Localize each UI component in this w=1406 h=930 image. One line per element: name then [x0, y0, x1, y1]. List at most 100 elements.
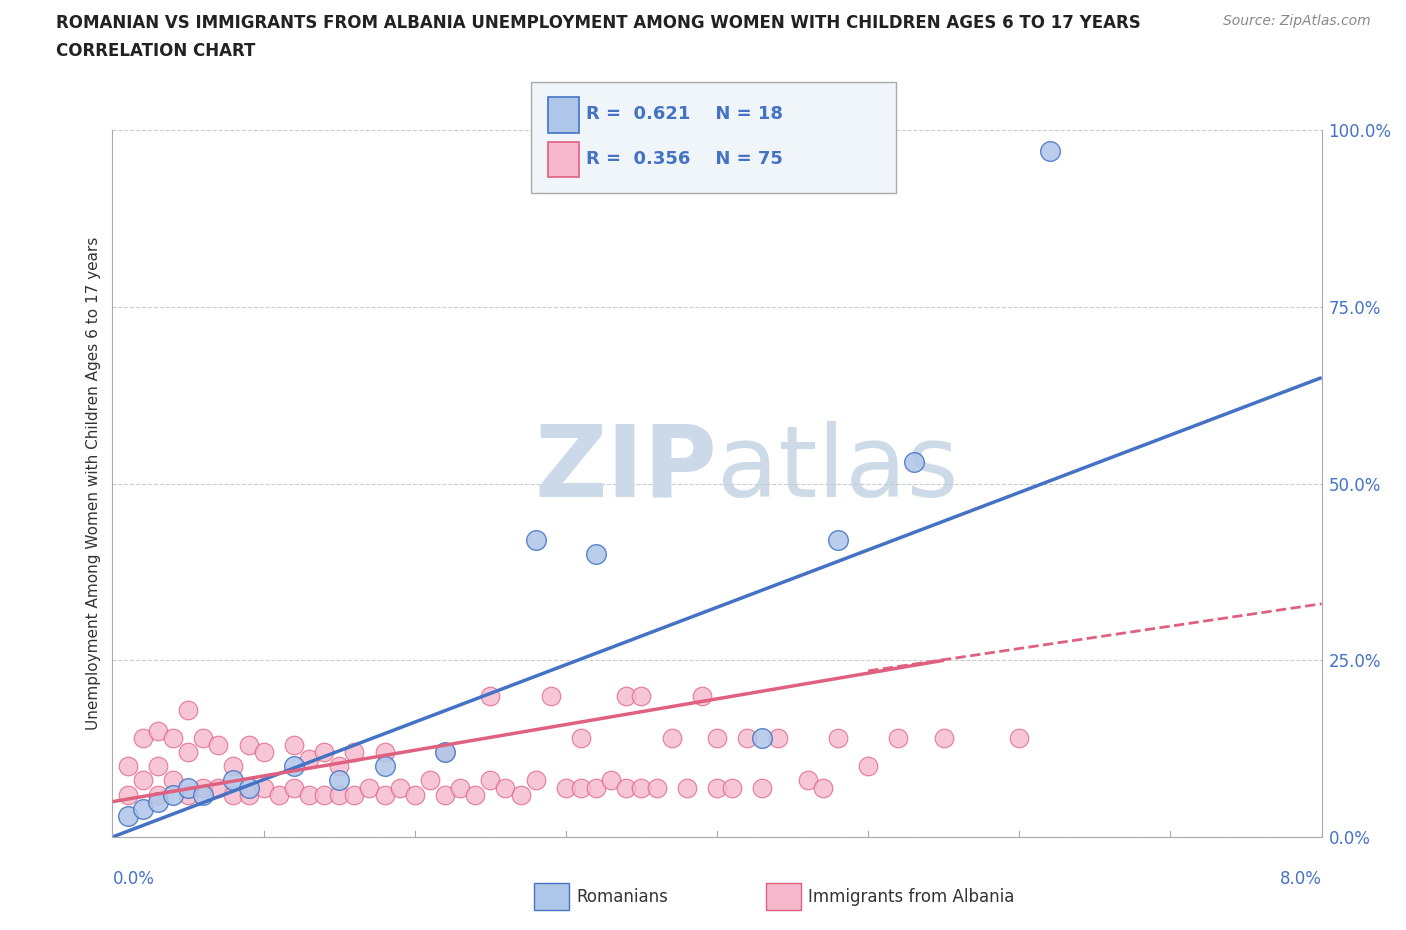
Point [222, 773, 245, 788]
Text: CORRELATION CHART: CORRELATION CHART [56, 42, 256, 60]
Point [373, 745, 396, 760]
Point [585, 547, 607, 562]
Point [737, 731, 759, 746]
Point [191, 787, 215, 802]
Text: Source: ZipAtlas.com: Source: ZipAtlas.com [1223, 14, 1371, 28]
Point [162, 773, 184, 788]
Point [661, 731, 683, 746]
Point [177, 745, 200, 760]
Point [283, 759, 305, 774]
Text: Romanians: Romanians [576, 888, 668, 907]
Point [238, 787, 260, 802]
Point [146, 787, 169, 802]
Point [630, 780, 652, 795]
Point [404, 787, 426, 802]
Point [117, 787, 139, 802]
Point [509, 787, 531, 802]
Point [616, 780, 638, 795]
Point [706, 780, 728, 795]
Point [449, 780, 471, 795]
Point [419, 773, 441, 788]
Point [267, 787, 290, 802]
Point [328, 787, 350, 802]
Text: atlas: atlas [717, 421, 959, 518]
Point [373, 787, 396, 802]
Point [298, 751, 321, 766]
Point [373, 759, 396, 774]
Point [191, 780, 215, 795]
Point [146, 794, 169, 809]
Point [600, 773, 623, 788]
Point [433, 745, 456, 760]
Point [751, 731, 773, 746]
Point [343, 787, 366, 802]
Point [796, 773, 818, 788]
Point [706, 731, 728, 746]
Point [177, 787, 200, 802]
Point [283, 780, 305, 795]
Point [207, 737, 229, 752]
Point [903, 455, 925, 470]
Point [312, 787, 335, 802]
Point [479, 773, 502, 788]
Text: ZIP: ZIP [534, 421, 717, 518]
Point [932, 731, 955, 746]
Point [887, 731, 910, 746]
Point [207, 780, 229, 795]
Text: 0.0%: 0.0% [112, 870, 155, 887]
Point [540, 688, 562, 703]
Point [524, 773, 547, 788]
Point [162, 731, 184, 746]
Point [298, 787, 321, 802]
Point [630, 688, 652, 703]
Point [177, 702, 200, 717]
Text: 8.0%: 8.0% [1279, 870, 1322, 887]
Text: Immigrants from Albania: Immigrants from Albania [808, 888, 1015, 907]
Point [253, 780, 276, 795]
Point [433, 787, 456, 802]
Text: R =  0.621    N = 18: R = 0.621 N = 18 [586, 105, 783, 123]
Point [675, 780, 697, 795]
Point [1038, 144, 1062, 159]
Point [827, 533, 849, 548]
Text: ROMANIAN VS IMMIGRANTS FROM ALBANIA UNEMPLOYMENT AMONG WOMEN WITH CHILDREN AGES : ROMANIAN VS IMMIGRANTS FROM ALBANIA UNEM… [56, 14, 1142, 32]
Point [751, 780, 773, 795]
Point [343, 745, 366, 760]
Point [117, 759, 139, 774]
Point [524, 533, 547, 548]
Point [222, 787, 245, 802]
Point [117, 808, 139, 823]
Point [191, 731, 215, 746]
Point [856, 759, 880, 774]
Point [328, 759, 350, 774]
Point [766, 731, 789, 746]
Point [146, 724, 169, 738]
Point [132, 731, 155, 746]
Point [585, 780, 607, 795]
Point [616, 688, 638, 703]
Point [569, 780, 592, 795]
Point [479, 688, 502, 703]
Point [433, 745, 456, 760]
Point [359, 780, 381, 795]
Point [1008, 731, 1031, 746]
Point [464, 787, 486, 802]
Point [827, 731, 849, 746]
Y-axis label: Unemployment Among Women with Children Ages 6 to 17 years: Unemployment Among Women with Children A… [86, 237, 101, 730]
Point [811, 780, 834, 795]
Point [645, 780, 668, 795]
Point [495, 780, 517, 795]
Point [132, 802, 155, 817]
Point [146, 759, 169, 774]
Point [238, 737, 260, 752]
Point [177, 780, 200, 795]
Point [312, 745, 335, 760]
Point [222, 759, 245, 774]
Point [554, 780, 576, 795]
Point [328, 773, 350, 788]
Point [162, 787, 184, 802]
Point [721, 780, 744, 795]
Point [253, 745, 276, 760]
Point [690, 688, 713, 703]
Point [132, 773, 155, 788]
